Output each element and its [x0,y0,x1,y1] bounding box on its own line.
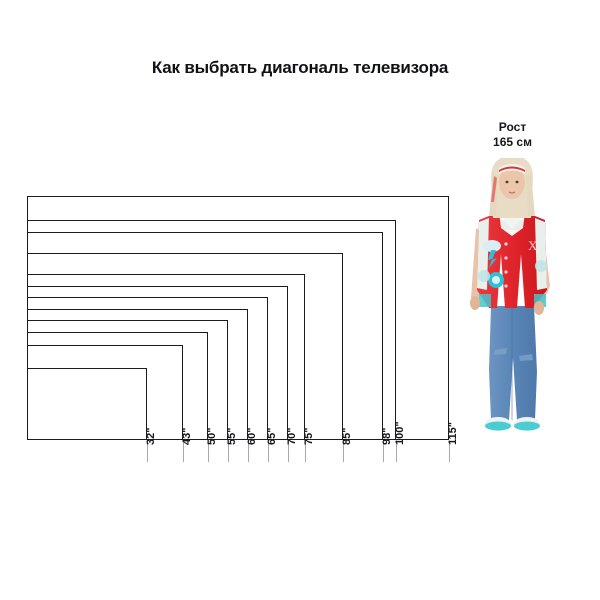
jeans-rip-left [494,348,507,355]
person-caption: Рост 165 см [455,120,570,150]
hand-right [534,301,544,315]
page-title: Как выбрать диагональ телевизора [151,58,449,77]
tick-line-60 [248,440,249,462]
cuff-left [479,294,491,307]
jeans [489,306,537,420]
patch-lightning [488,250,497,268]
hair-strand-right [526,174,535,216]
person-caption-line2: 165 см [493,135,532,149]
jacket-sleeve-right [535,218,547,290]
person-caption-line1: Рост [498,120,527,134]
tv-screen-outline-32 [27,368,147,440]
tick-line-32 [147,440,148,462]
tv-size-label-100: 100" [394,421,406,445]
headband [499,164,525,174]
tv-size-label-85: 85" [341,427,353,445]
jeans-rip-right [519,354,533,361]
tick-line-50 [208,440,209,462]
patch-circle-right [535,260,547,272]
tick-line-70 [288,440,289,462]
person-illustration: X [470,158,550,431]
tv-size-label-55: 55" [226,427,238,445]
eye-right [515,180,519,184]
patch-circle-left [478,270,490,282]
tv-size-label-70: 70" [286,427,298,445]
tick-line-55 [228,440,229,462]
tick-line-75 [305,440,306,462]
hand-left [470,296,480,310]
tick-line-115 [449,440,450,462]
tv-size-label-50: 50" [206,427,218,445]
tv-size-label-65: 65" [266,427,278,445]
face [499,165,525,199]
tv-size-label-75: 75" [303,427,315,445]
patch-letter: X [528,238,538,253]
eye-left [505,180,509,184]
mouth [508,191,516,194]
tick-line-43 [183,440,184,462]
tv-size-label-32: 32" [145,427,157,445]
tv-size-label-43: 43" [181,427,193,445]
person-scale-reference: Рост 165 см [455,120,570,445]
tv-size-label-98: 98" [381,427,393,445]
tick-line-98 [383,440,384,462]
tick-line-85 [343,440,344,462]
tick-line-100 [396,440,397,462]
patch-cloud [483,240,501,252]
tick-line-65 [268,440,269,462]
hair-strand-red [491,176,497,202]
tv-size-label-60: 60" [246,427,258,445]
